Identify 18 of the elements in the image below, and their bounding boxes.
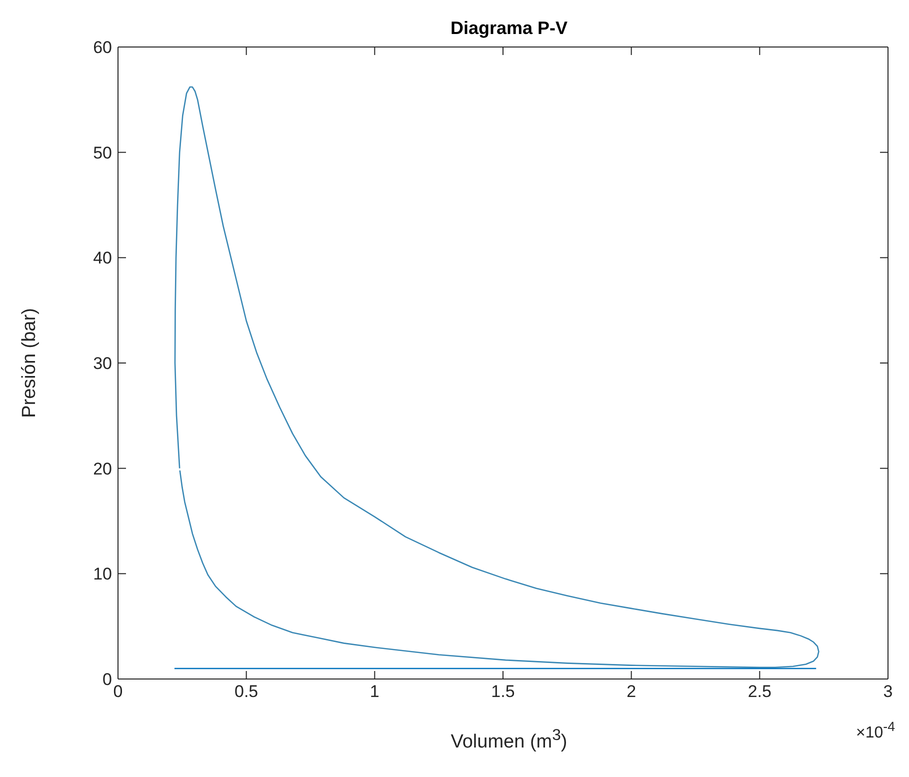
x-tick-label: 2.5 (748, 682, 772, 702)
x-tick-label: 0.5 (234, 682, 258, 702)
chart-title: Diagrama P-V (449, 18, 569, 39)
y-tick-label: 20 (93, 459, 112, 478)
text: ×10$^{-4}$ (856, 719, 895, 742)
y-tick-label: 10 (93, 564, 112, 584)
x-tick-label: 1 (370, 682, 380, 702)
y-tick-label: 30 (93, 354, 112, 374)
y-tick-label: 50 (93, 143, 112, 162)
y-axis-title: Presión (bar) (19, 308, 41, 418)
x-tick-label: 1.5 (491, 682, 515, 702)
x-tick-label: 2 (626, 682, 636, 702)
line-series (174, 86, 820, 668)
y-tick-label: 40 (93, 248, 112, 268)
x-axis-title: Volumen (m$^{3}$) (450, 727, 568, 752)
y-tick-label: 0 (102, 670, 112, 690)
x-tick-label: 3 (883, 682, 893, 702)
y-tick-label: 60 (93, 38, 112, 58)
